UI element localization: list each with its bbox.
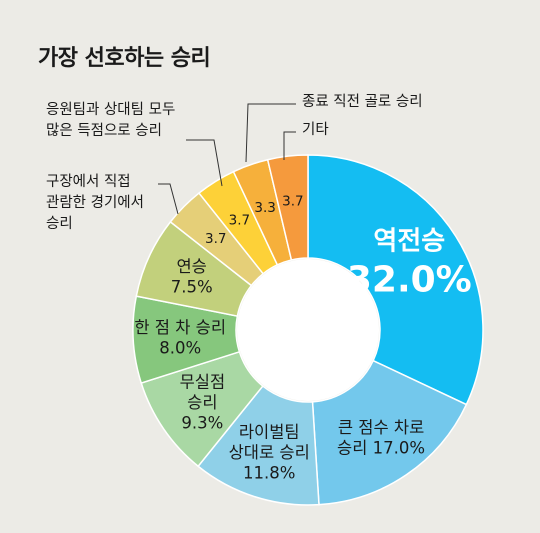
slice-label-응원팀과-상대팀-모두-많은-득점으로-승리: 3.7	[229, 212, 250, 228]
leader-line-high-scoring	[186, 139, 223, 187]
callout-label-other: 기타	[302, 122, 329, 138]
slice-label-무실점-승리: 무실점 승리 9.3%	[180, 373, 226, 433]
slice-label-구장에서-직접-관람한-경기에서-승리: 3.7	[205, 231, 226, 247]
slice-label-연승: 연승 7.5%	[171, 257, 213, 297]
slice-label-한-점-차-승리: 한 점 차 승리 8.0%	[134, 318, 226, 358]
leader-line-other	[283, 131, 296, 160]
leader-line-last-minute	[245, 103, 296, 163]
callout-label-high-scoring: 응원팀과 상대팀 모두 많은 득점으로 승리	[46, 102, 176, 139]
callout-label-last-minute: 종료 직전 골로 승리	[302, 94, 423, 110]
slice-label-큰-점수-차로-승리: 큰 점수 차로 승리 17.0%	[337, 418, 425, 458]
callout-label-stadium: 구장에서 직접 관람한 경기에서 승리	[46, 174, 144, 232]
slice-label-종료-직전-골로-승리: 3.3	[254, 200, 275, 216]
slice-역전승	[307, 154, 484, 406]
slice-label-라이벌팀-상대로-승리: 라이벌팀 상대로 승리 11.8%	[229, 422, 310, 482]
slice-label-기타: 3.7	[282, 194, 303, 210]
chart-title: 가장 선호하는 승리	[38, 46, 211, 71]
slice-큰-점수-차로-승리	[311, 359, 468, 506]
slice-기타	[266, 154, 309, 261]
slice-label-역전승: 역전승 32.0%	[347, 227, 472, 301]
leader-line-stadium	[158, 183, 179, 215]
donut-hole	[237, 259, 379, 401]
